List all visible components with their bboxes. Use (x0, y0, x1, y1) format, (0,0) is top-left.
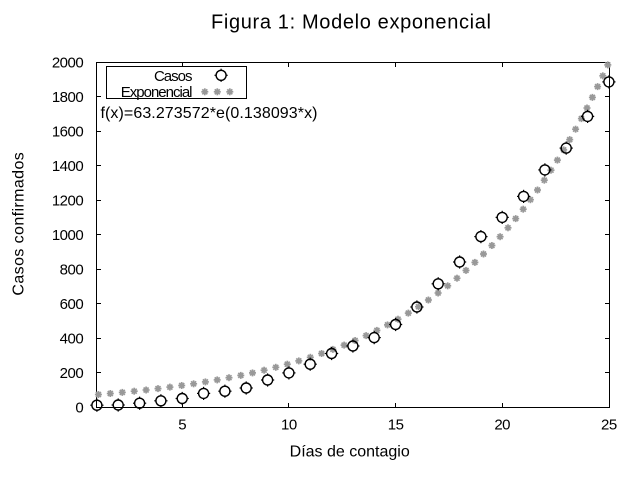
svg-text:0: 0 (75, 400, 83, 417)
svg-text:f(x)=63.273572*e(0.138093*x): f(x)=63.273572*e(0.138093*x) (101, 105, 318, 122)
svg-text:400: 400 (60, 331, 84, 348)
svg-text:1400: 1400 (52, 158, 84, 175)
svg-text:600: 600 (60, 296, 84, 313)
svg-text:20: 20 (494, 416, 510, 433)
svg-text:1000: 1000 (52, 227, 84, 244)
svg-text:1200: 1200 (52, 193, 84, 210)
svg-text:Exponencial: Exponencial (121, 84, 192, 101)
svg-text:1600: 1600 (52, 123, 84, 140)
svg-text:15: 15 (388, 416, 404, 433)
svg-text:2000: 2000 (52, 54, 84, 71)
svg-text:Días de contagio: Días de contagio (290, 444, 410, 461)
svg-text:200: 200 (60, 365, 84, 382)
svg-text:Casos confirmados: Casos confirmados (10, 152, 27, 296)
svg-text:25: 25 (601, 416, 617, 433)
svg-text:800: 800 (60, 262, 84, 279)
svg-text:5: 5 (178, 416, 186, 433)
svg-text:10: 10 (281, 416, 297, 433)
svg-text:Casos: Casos (154, 68, 192, 85)
svg-text:1800: 1800 (52, 89, 84, 106)
svg-text:Figura 1: Modelo exponencial: Figura 1: Modelo exponencial (211, 11, 492, 33)
